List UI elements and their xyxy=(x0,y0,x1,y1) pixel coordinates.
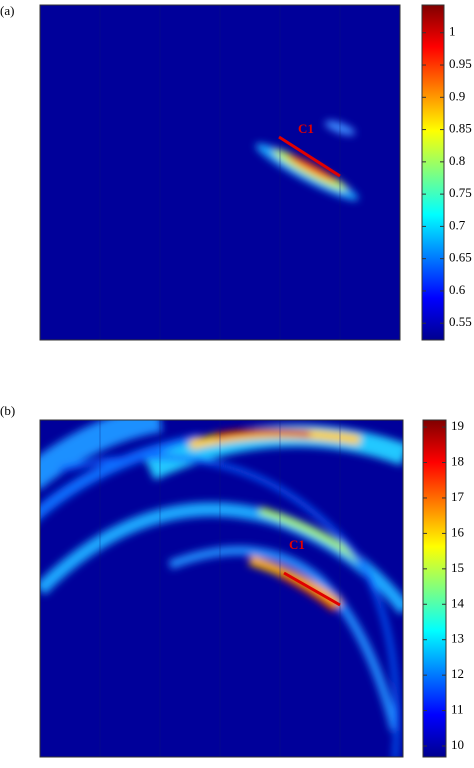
colorbar-tick-label: 13 xyxy=(451,631,464,646)
colorbar-tick-label: 14 xyxy=(451,595,465,610)
colorbar-tick-label: 18 xyxy=(451,454,464,469)
colorbar xyxy=(422,419,447,758)
colorbar-tick-label: 0.95 xyxy=(449,56,472,71)
colorbar-tick-label: 0.65 xyxy=(449,250,472,265)
colorbar-tick-label: 0.75 xyxy=(449,185,472,200)
colorbar-tick-label: 15 xyxy=(451,560,464,575)
colorbar-tick-label: 0.85 xyxy=(449,121,472,136)
colorbar-tick-label: 1 xyxy=(449,24,456,39)
colorbar-tick-label: 10 xyxy=(451,737,464,752)
colorbar-tick-label: 0.8 xyxy=(449,153,465,168)
colorbar-tick-label: 0.55 xyxy=(449,314,472,329)
heatmap-a xyxy=(40,5,400,340)
colorbar-tick-label: 0.6 xyxy=(449,282,466,297)
heatmap-b xyxy=(40,420,403,757)
panel-label: (a) xyxy=(0,3,14,18)
annotation: C1 xyxy=(289,537,305,552)
annotation: C1 xyxy=(298,121,314,136)
panel-label: (b) xyxy=(0,403,15,418)
colorbar xyxy=(421,4,445,341)
colorbar-tick-label: 12 xyxy=(451,666,464,681)
colorbar-tick-label: 0.7 xyxy=(449,217,466,232)
colorbar-tick-label: 0.9 xyxy=(449,88,465,103)
colorbar-tick-label: 17 xyxy=(451,489,465,504)
colorbar-tick-label: 16 xyxy=(451,524,465,539)
colorbar-tick-label: 11 xyxy=(451,702,464,717)
colorbar-tick-label: 19 xyxy=(451,418,464,433)
